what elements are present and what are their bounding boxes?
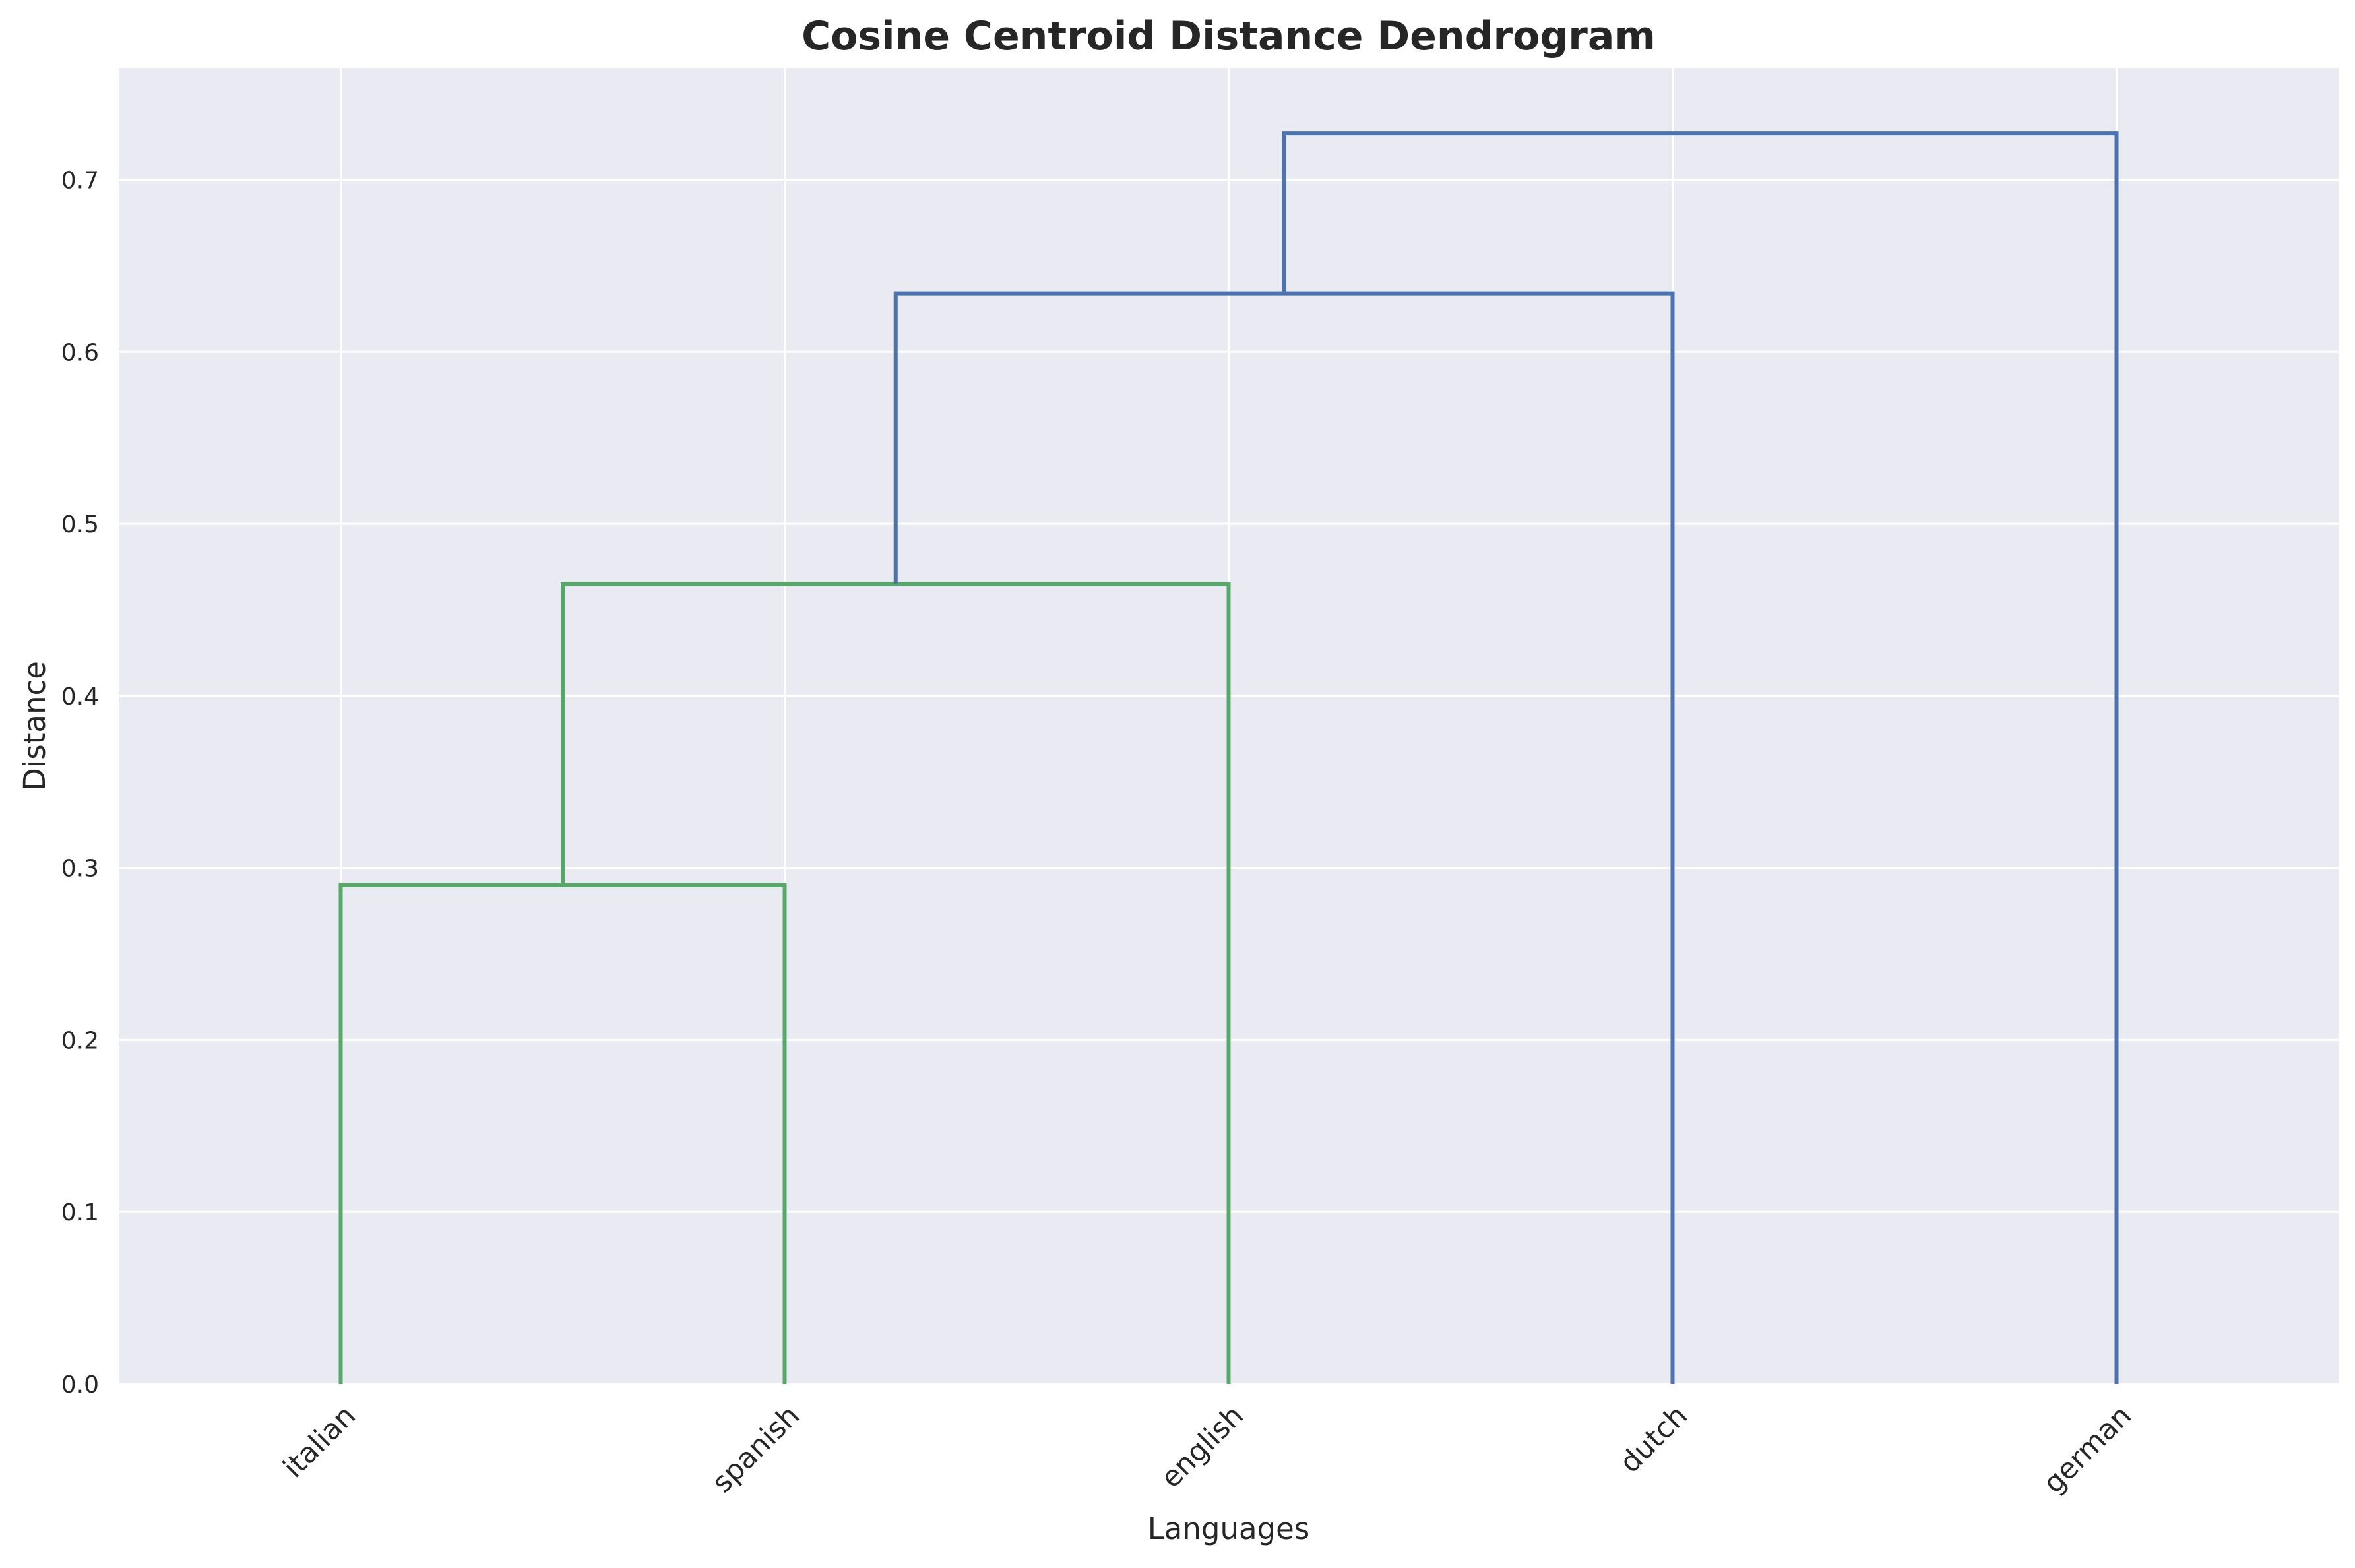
- y-tick-label: 0.3: [61, 856, 99, 883]
- y-tick-label: 0.7: [61, 168, 99, 195]
- dendrogram-link-2: [561, 582, 1231, 1384]
- y-tick-label: 0.4: [61, 683, 99, 710]
- x-axis-ticks: italian spanish english dutch german: [277, 1399, 2138, 1500]
- dendrogram-link-1: [338, 883, 787, 1384]
- y-tick-label: 0.0: [61, 1371, 99, 1398]
- x-tick-label-italian: italian: [277, 1399, 362, 1484]
- y-tick-label: 0.2: [61, 1027, 99, 1054]
- y-tick-label: 0.6: [61, 339, 99, 366]
- link-layer: [338, 131, 2119, 1384]
- y-tick-label: 0.5: [61, 511, 99, 538]
- x-tick-label-english: english: [1154, 1399, 1250, 1495]
- chart-title: Cosine Centroid Distance Dendrogram: [801, 13, 1656, 59]
- x-axis-label: Languages: [1148, 1511, 1310, 1546]
- x-tick-label-dutch: dutch: [1614, 1399, 1694, 1480]
- dendrogram-link-4: [1282, 131, 2119, 1384]
- y-axis-label: Distance: [17, 661, 52, 791]
- y-tick-label: 0.1: [61, 1199, 99, 1226]
- x-tick-label-german: german: [2037, 1399, 2138, 1500]
- x-tick-label-spanish: spanish: [706, 1399, 806, 1499]
- y-axis-ticks: 0.0 0.1 0.2 0.3 0.4 0.5 0.6 0.7: [61, 168, 99, 1398]
